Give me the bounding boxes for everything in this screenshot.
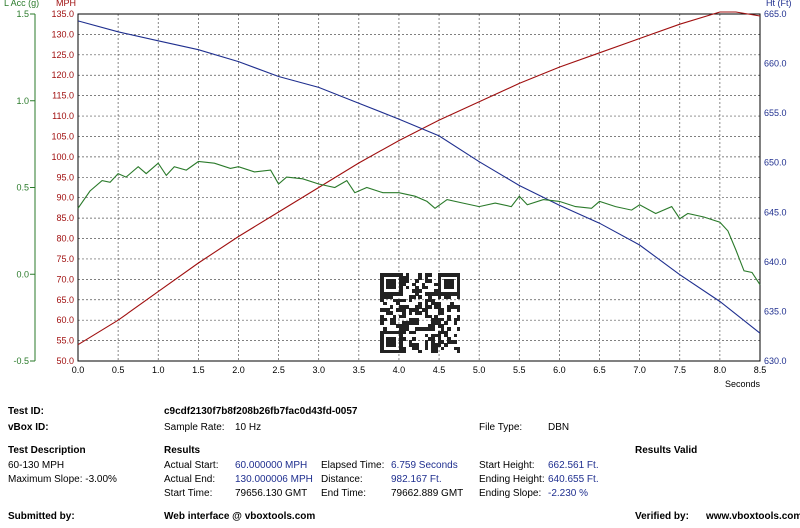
actual-end-value: 130.000006 MPH	[235, 474, 313, 485]
ht-tick-label: 665.0	[764, 9, 787, 19]
x-tick-label: 8.0	[714, 365, 727, 375]
submitted-by-label: Submitted by:	[8, 511, 75, 522]
distance-label: Distance:	[321, 474, 363, 485]
end-time-value: 79662.889 GMT	[391, 488, 464, 499]
x-tick-label: 4.0	[393, 365, 406, 375]
ht-axis-label: Ht (Ft)	[766, 0, 792, 8]
sample-rate-value: 10 Hz	[235, 422, 262, 433]
actual-end-label: Actual End:	[164, 474, 216, 485]
x-tick-label: 2.0	[232, 365, 245, 375]
test-id-value: c9cdf2130f7b8f208b26fb7fac0d43fd-0057	[164, 406, 358, 417]
end-time-label: End Time:	[321, 488, 367, 499]
mph-tick-label: 110.0	[52, 111, 74, 121]
mph-tick-label: 135.0	[51, 9, 74, 19]
series-line-ht	[77, 20, 761, 334]
x-axis-label: Seconds	[725, 379, 761, 389]
x-tick-label: 0.0	[72, 365, 85, 375]
mph-tick-label: 130.0	[51, 29, 74, 39]
lacc-tick-label: 0.5	[16, 183, 29, 193]
mph-tick-label: 100.0	[51, 152, 74, 162]
qr-code	[380, 273, 461, 354]
ending-height-label: Ending Height:	[479, 474, 545, 485]
web-interface-link[interactable]: Web interface @ vboxtools.com	[164, 511, 316, 522]
file-type-label: File Type:	[479, 422, 523, 433]
x-tick-label: 4.5	[433, 365, 446, 375]
mph-tick-label: 120.0	[51, 70, 74, 80]
test-description-heading: Test Description	[8, 445, 86, 456]
distance-value: 982.167 Ft.	[391, 474, 442, 485]
test-description-line2: Maximum Slope: -3.00%	[8, 474, 117, 485]
test-chart: 0.0 0.5 1.0 1.5 2.0 2.5 3.0 3.5 4.0 4.5 5.0 5.5 6.0 6…	[4, 0, 792, 389]
mph-tick-label: 75.0	[56, 254, 74, 264]
lacc-tick-label: 1.0	[16, 96, 29, 106]
verified-by-link[interactable]: www.vboxtools.com	[706, 511, 800, 522]
start-height-label: Start Height:	[479, 460, 535, 471]
series-line-mph	[77, 11, 761, 346]
mph-tick-label: 125.0	[51, 50, 74, 60]
ending-slope-value: -2.230 %	[548, 488, 589, 499]
file-type-value: DBN	[548, 422, 570, 433]
start-time-label: Start Time:	[164, 488, 213, 499]
plot-frame	[77, 13, 761, 362]
ht-tick-label: 635.0	[764, 306, 787, 316]
mph-tick-label: 90.0	[56, 193, 74, 203]
x-tick-label: 0.5	[112, 365, 125, 375]
x-tick-label: 2.5	[272, 365, 285, 375]
actual-start-label: Actual Start:	[164, 460, 219, 471]
x-tick-label: 3.5	[353, 365, 366, 375]
x-tick-label: 7.0	[633, 365, 646, 375]
ending-height-value: 640.655 Ft.	[548, 474, 599, 485]
mph-axis-label: MPH	[56, 0, 76, 8]
verified-by-label: Verified by:	[635, 511, 689, 522]
mph-tick-label: 55.0	[56, 336, 74, 346]
x-tick-label: 1.5	[192, 365, 205, 375]
ht-tick-label: 630.0	[764, 356, 787, 366]
test-id-label: Test ID:	[8, 406, 44, 417]
mph-tick-label: 60.0	[56, 315, 74, 325]
series-line-lacc	[77, 160, 761, 286]
x-tick-label: 8.5	[754, 365, 767, 375]
ending-slope-label: Ending Slope:	[479, 488, 542, 499]
sample-rate-label: Sample Rate:	[164, 422, 225, 433]
lacc-tick-label: 1.5	[16, 9, 29, 19]
lacc-tick-label: -0.5	[13, 356, 29, 366]
vbox-id-label: vBox ID:	[8, 422, 49, 433]
ht-tick-label: 655.0	[764, 108, 787, 118]
mph-tick-label: 80.0	[56, 234, 74, 244]
x-tick-label: 1.0	[152, 365, 165, 375]
mph-tick-label: 105.0	[51, 131, 74, 141]
lacc-tick-label: 0.0	[16, 269, 29, 279]
ht-tick-label: 645.0	[764, 207, 787, 217]
test-description-line1: 60-130 MPH	[8, 460, 65, 471]
mph-tick-label: 50.0	[56, 356, 74, 366]
mph-tick-label: 95.0	[56, 172, 74, 182]
start-height-value: 662.561 Ft.	[548, 460, 599, 471]
elapsed-time-value: 6.759 Seconds	[391, 460, 458, 471]
actual-start-value: 60.000000 MPH	[235, 460, 308, 471]
mph-tick-label: 65.0	[56, 295, 74, 305]
x-tick-label: 7.5	[674, 365, 687, 375]
ht-tick-label: 640.0	[764, 257, 787, 267]
start-time-value: 79656.130 GMT	[235, 488, 308, 499]
x-tick-label: 6.0	[553, 365, 566, 375]
mph-tick-label: 115.0	[52, 91, 74, 101]
ht-tick-label: 660.0	[764, 59, 787, 69]
x-tick-label: 5.5	[513, 365, 526, 375]
elapsed-time-label: Elapsed Time:	[321, 460, 385, 471]
x-tick-label: 5.0	[473, 365, 486, 375]
results-valid-label: Results Valid	[635, 445, 698, 456]
lacc-axis-label: L Acc (g)	[4, 0, 39, 8]
results-heading: Results	[164, 445, 201, 456]
mph-tick-label: 85.0	[56, 213, 74, 223]
x-tick-label: 6.5	[593, 365, 606, 375]
ht-tick-label: 650.0	[764, 158, 787, 168]
mph-tick-label: 70.0	[56, 274, 74, 284]
x-tick-label: 3.0	[312, 365, 325, 375]
